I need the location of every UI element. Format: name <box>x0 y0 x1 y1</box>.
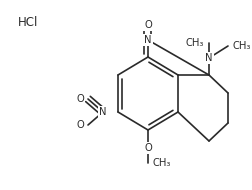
Text: O: O <box>76 94 84 104</box>
Text: O: O <box>144 143 151 153</box>
Text: N: N <box>204 53 212 63</box>
Text: CH₃: CH₃ <box>232 41 250 51</box>
Text: O: O <box>144 20 151 30</box>
Text: N: N <box>144 35 151 45</box>
Text: HCl: HCl <box>18 16 38 28</box>
Text: N: N <box>99 107 106 117</box>
Text: CH₃: CH₃ <box>152 158 171 168</box>
Text: CH₃: CH₃ <box>185 38 203 48</box>
Text: O: O <box>76 120 84 130</box>
